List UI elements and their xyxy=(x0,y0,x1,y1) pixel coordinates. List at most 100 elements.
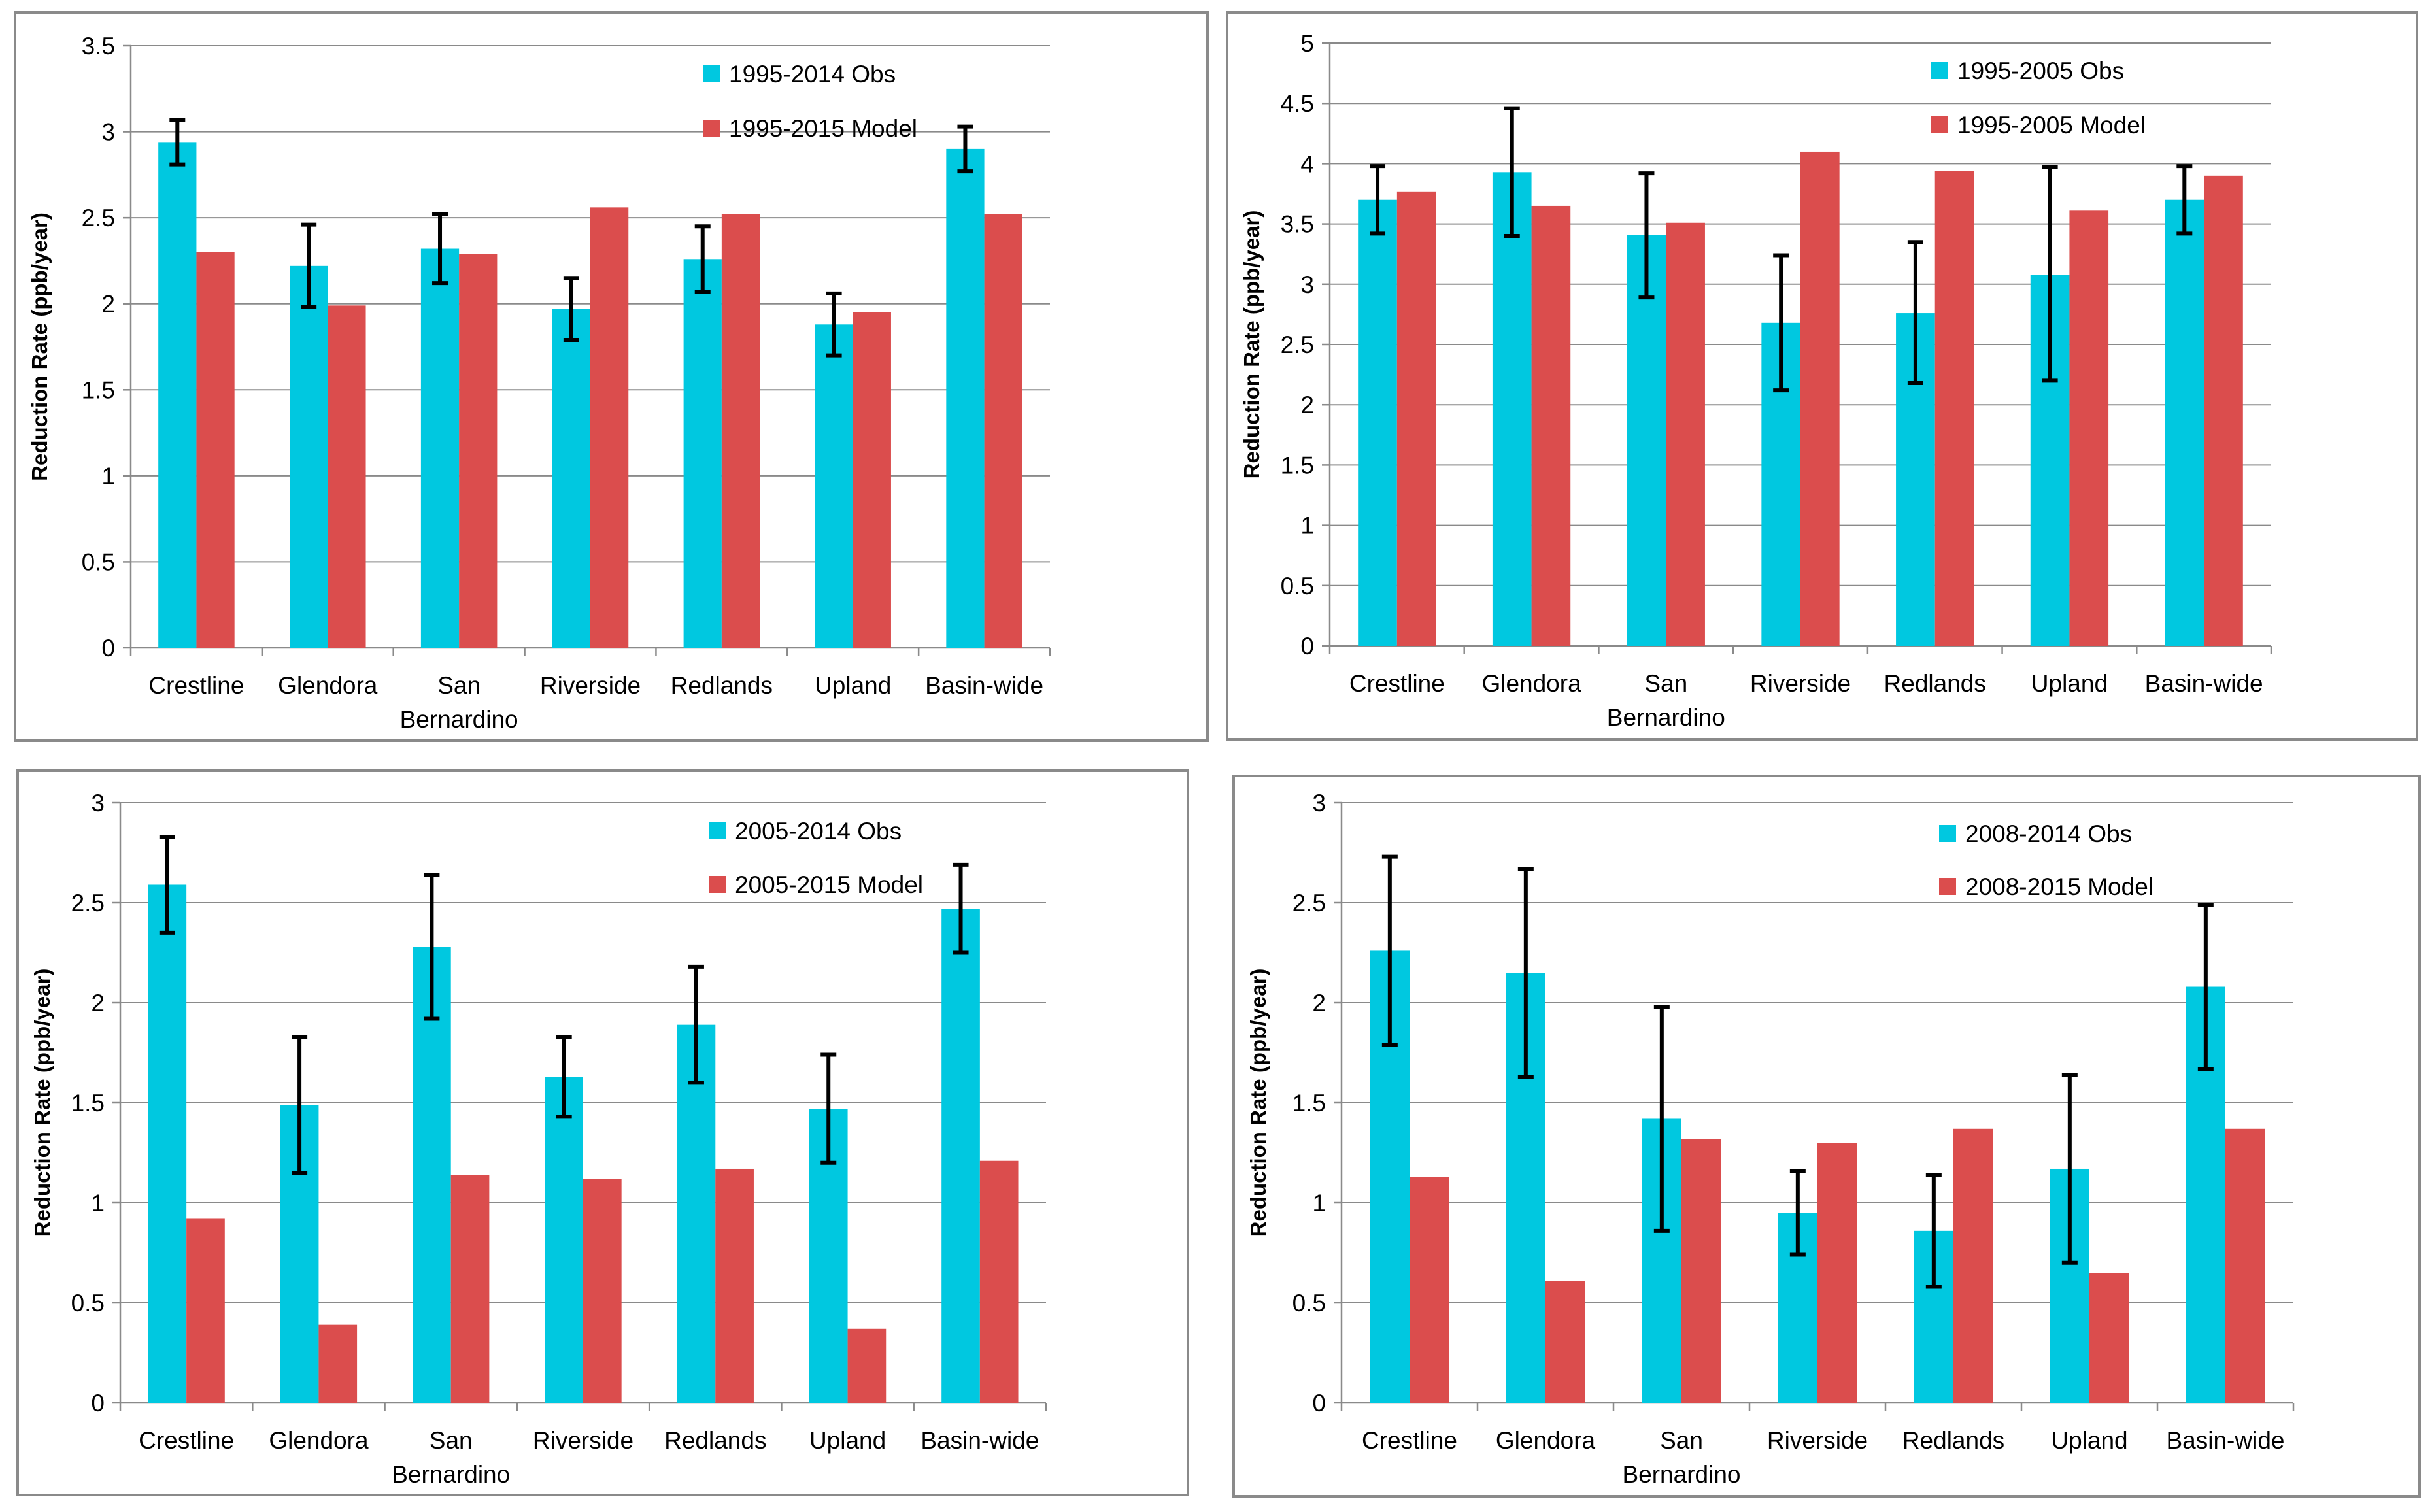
bar-obs xyxy=(1358,199,1397,647)
bar-model xyxy=(583,1179,622,1403)
bar-obs xyxy=(941,909,980,1403)
bar-model xyxy=(196,252,235,648)
bar-obs xyxy=(683,259,722,648)
bar-model xyxy=(984,214,1022,648)
y-tick-label: 3.5 xyxy=(82,33,115,59)
legend-swatch-model xyxy=(1931,116,1948,133)
legend-label-model: 1995-2015 Model xyxy=(729,115,917,142)
y-tick-label: 1.5 xyxy=(1281,452,1314,479)
x-category-label: Crestline xyxy=(1349,670,1445,697)
bar-model xyxy=(979,1160,1019,1403)
bar-model xyxy=(1953,1128,1993,1403)
y-tick-label: 0.5 xyxy=(82,548,115,575)
y-tick-label: 4.5 xyxy=(1281,90,1314,117)
bar-obs xyxy=(413,947,451,1403)
bar-model xyxy=(328,305,366,648)
bar-model xyxy=(1531,205,1571,646)
y-tick-label: 3 xyxy=(101,119,115,146)
x-category-label: San xyxy=(1644,670,1687,697)
legend-swatch-obs xyxy=(703,65,720,82)
bar-obs xyxy=(677,1024,716,1403)
bar-model xyxy=(450,1175,490,1403)
bar-obs xyxy=(290,265,328,648)
y-tick-label: 4 xyxy=(1300,150,1314,177)
x-category-label: Bernardino xyxy=(392,1461,510,1488)
y-tick-label: 1 xyxy=(101,463,115,490)
x-category-label: Basin-wide xyxy=(2167,1427,2285,1454)
bar-model xyxy=(318,1324,358,1403)
x-category-label: Crestline xyxy=(1362,1427,1457,1454)
bar-model xyxy=(1800,151,1840,646)
bar-model xyxy=(1817,1143,1857,1403)
x-category-label: Crestline xyxy=(148,672,244,699)
legend-swatch-obs xyxy=(1931,62,1948,79)
y-tick-label: 0 xyxy=(1312,1390,1326,1417)
x-category-label: Glendora xyxy=(1481,670,1581,697)
bar-model xyxy=(1681,1139,1721,1403)
legend-swatch-model xyxy=(1939,878,1956,895)
y-tick-label: 2 xyxy=(101,291,115,318)
y-tick-label: 5 xyxy=(1300,30,1314,57)
x-category-label: Redlands xyxy=(664,1427,766,1454)
y-tick-label: 3 xyxy=(91,790,105,816)
bar-model xyxy=(2069,210,2109,646)
x-category-label: Riverside xyxy=(1767,1427,1868,1454)
bar-obs xyxy=(1627,235,1666,646)
y-axis-title: Reduction Rate (ppb/year) xyxy=(30,969,54,1237)
y-tick-label: 3 xyxy=(1312,790,1326,816)
legend-swatch-obs xyxy=(1939,825,1956,842)
bar-model xyxy=(1410,1177,1449,1403)
legend-label-model: 1995-2005 Model xyxy=(1957,112,2146,139)
x-category-label: San xyxy=(437,672,481,699)
legend-swatch-obs xyxy=(709,822,726,839)
x-category-label: San xyxy=(430,1427,473,1454)
x-category-label: Bernardino xyxy=(1607,704,1725,731)
chart-panel-bottom-right: 0 0.5 1 1.5 2 2.5 3 Reduction Rate (ppb/year) Cr… xyxy=(1232,775,2421,1498)
x-category-label: Redlands xyxy=(1884,670,1986,697)
x-category-label: Upland xyxy=(2031,670,2108,697)
y-tick-label: 1 xyxy=(1300,512,1314,539)
y-tick-label: 1 xyxy=(91,1190,105,1217)
bar-model xyxy=(847,1328,887,1403)
legend-label-obs: 2005-2014 Obs xyxy=(735,818,902,845)
chart-panel-top-right: 0 0.5 1 1.5 2 2.5 3 3.5 4 4.5 5 Reduction Rate (ppb… xyxy=(1226,11,2418,741)
x-category-label: Glendora xyxy=(1496,1427,1596,1454)
y-tick-label: 0.5 xyxy=(71,1290,105,1317)
y-tick-label: 2 xyxy=(91,990,105,1016)
bar-obs xyxy=(552,309,590,648)
bar-obs xyxy=(2165,199,2204,647)
bar-model xyxy=(459,254,498,648)
bar-model xyxy=(1666,222,1705,647)
y-tick-label: 1.5 xyxy=(1292,1090,1326,1117)
x-category-label: Upland xyxy=(809,1427,886,1454)
y-tick-label: 2 xyxy=(1312,990,1326,1016)
x-category-label: Riverside xyxy=(1750,670,1851,697)
legend-label-obs: 1995-2005 Obs xyxy=(1957,58,2124,84)
bar-obs xyxy=(815,324,853,648)
y-tick-label: 3.5 xyxy=(1281,211,1314,238)
y-tick-label: 2.5 xyxy=(1292,890,1326,916)
y-tick-label: 0.5 xyxy=(1292,1290,1326,1317)
bar-model xyxy=(590,207,629,648)
bar-obs xyxy=(1492,172,1532,646)
x-category-label: San xyxy=(1660,1427,1703,1454)
y-tick-label: 0 xyxy=(1300,633,1314,660)
x-category-label: Glendora xyxy=(278,672,378,699)
x-category-label: Riverside xyxy=(533,1427,633,1454)
y-tick-label: 2.5 xyxy=(71,890,105,916)
x-category-label: Bernardino xyxy=(1622,1461,1740,1488)
x-category-label: Glendora xyxy=(269,1427,369,1454)
chart-panel-top-left: 0 0.5 1 1.5 2 2.5 3 3.5 Reduction Rate (ppb/year… xyxy=(14,11,1209,742)
y-tick-label: 3 xyxy=(1300,271,1314,298)
bar-obs xyxy=(148,884,187,1403)
x-category-label: Riverside xyxy=(540,672,641,699)
bar-model xyxy=(1545,1281,1585,1403)
chart-panel-bottom-left: 0 0.5 1 1.5 2 2.5 3 Reduction Rate (ppb/year) Cr… xyxy=(16,769,1189,1496)
y-tick-label: 0 xyxy=(101,635,115,662)
y-tick-label: 1.5 xyxy=(82,377,115,403)
bar-model xyxy=(1934,171,1974,646)
legend-label-obs: 1995-2014 Obs xyxy=(729,61,896,88)
y-axis-title: Reduction Rate (ppb/year) xyxy=(1246,969,1270,1237)
bar-model xyxy=(721,214,760,648)
bar-model xyxy=(1396,191,1436,646)
